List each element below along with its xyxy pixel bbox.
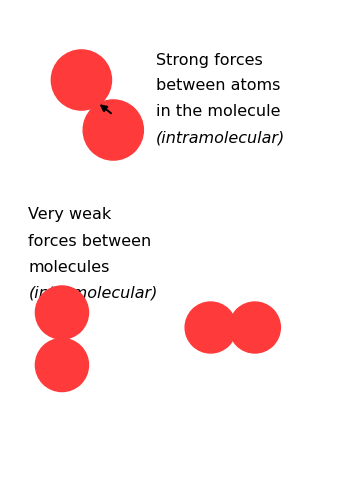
Ellipse shape [229, 302, 280, 353]
Ellipse shape [35, 286, 88, 339]
Text: Strong forces: Strong forces [156, 52, 263, 68]
Text: (intramolecular): (intramolecular) [156, 130, 285, 146]
Ellipse shape [83, 100, 143, 160]
Text: between atoms: between atoms [156, 78, 280, 94]
Text: Very weak: Very weak [28, 208, 112, 222]
Text: in the molecule: in the molecule [156, 104, 280, 120]
Ellipse shape [35, 338, 88, 392]
Text: molecules: molecules [28, 260, 110, 274]
Ellipse shape [185, 302, 236, 353]
Text: forces between: forces between [28, 234, 152, 248]
Ellipse shape [51, 50, 112, 110]
Text: (intermolecular): (intermolecular) [28, 286, 158, 300]
